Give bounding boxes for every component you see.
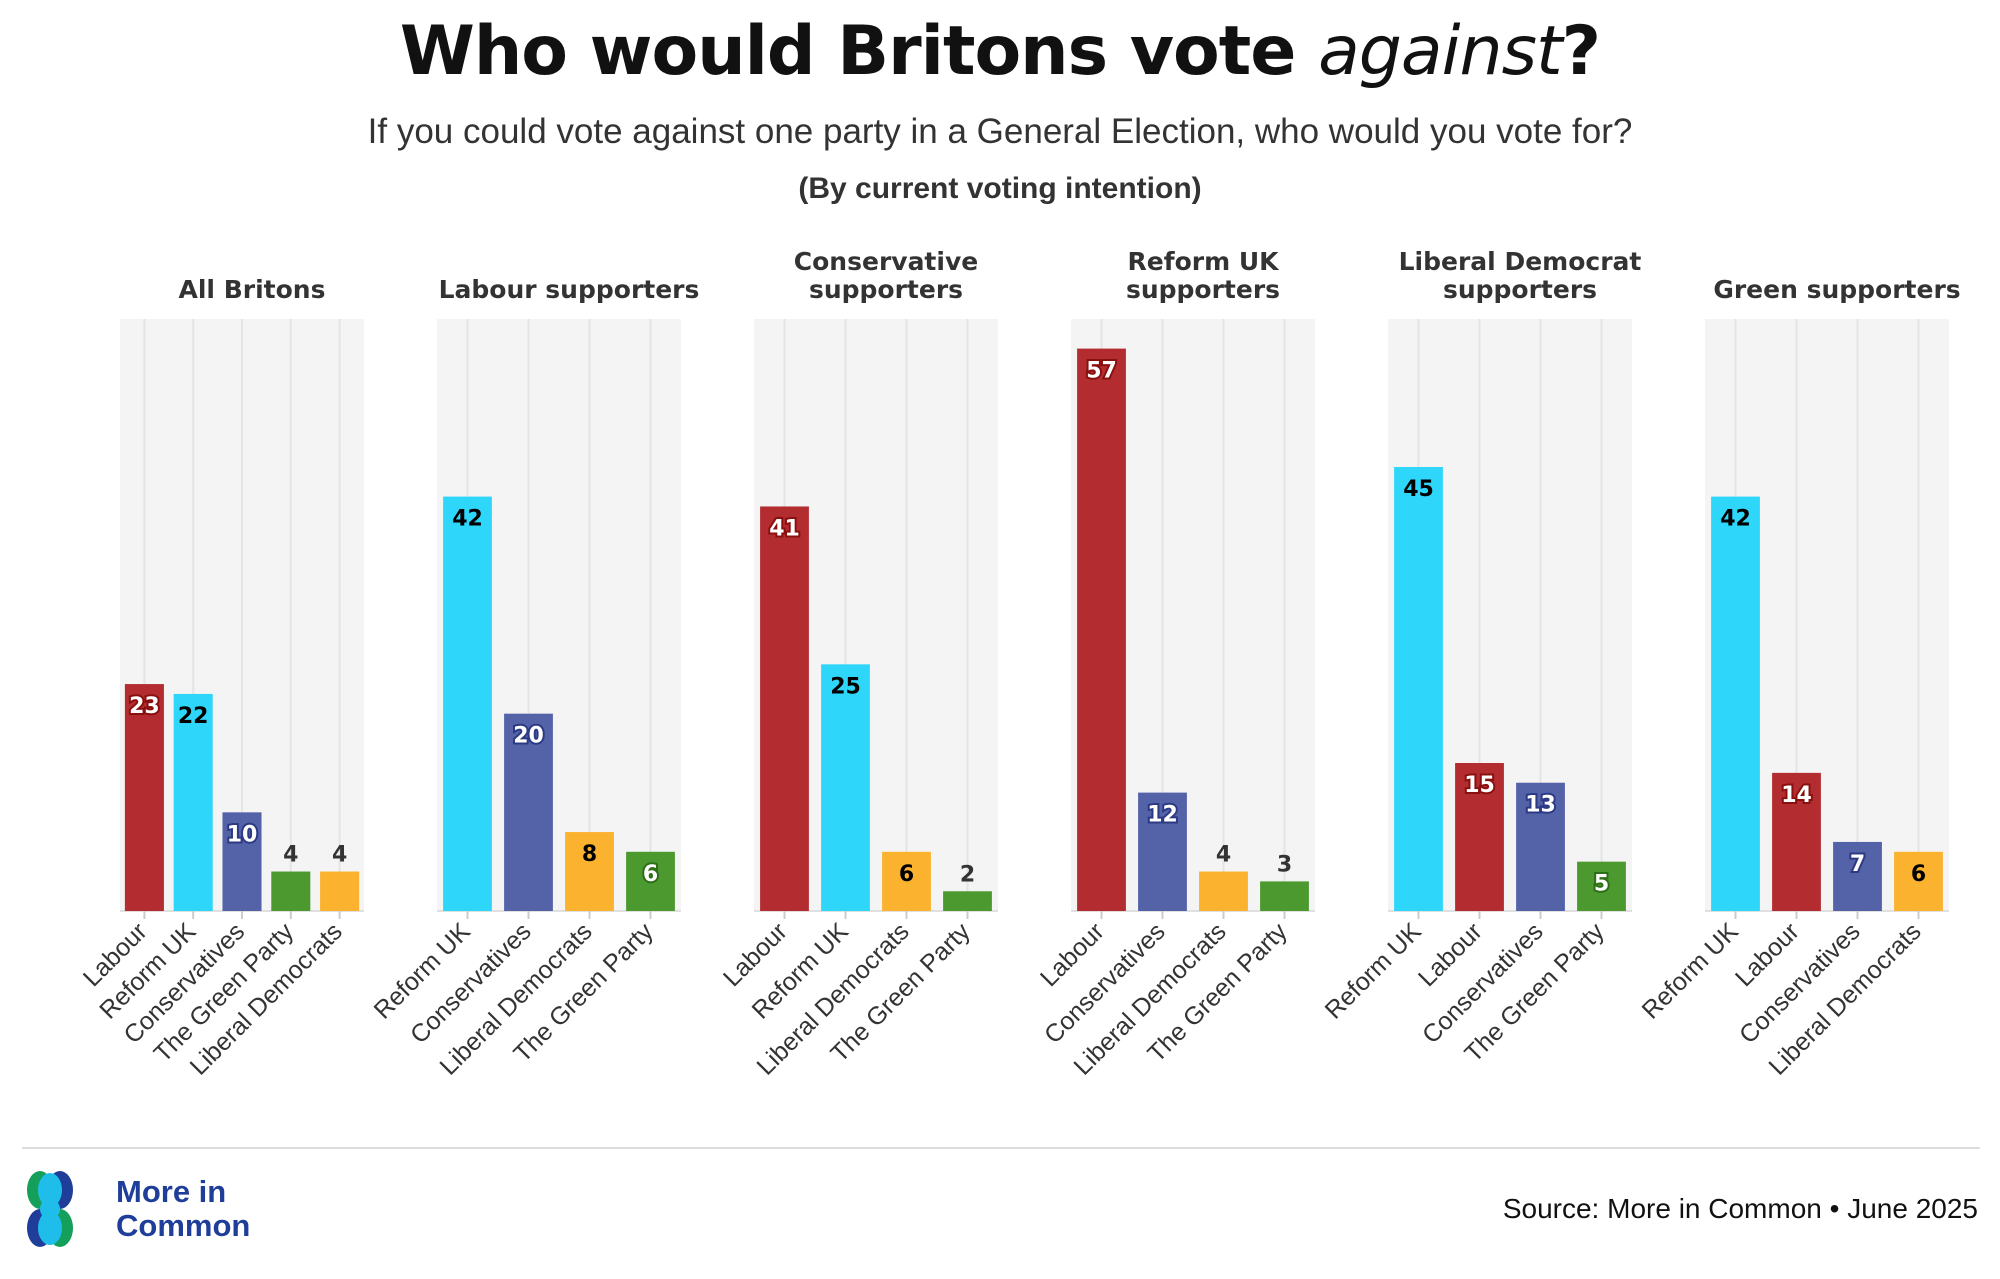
data-label: 15 (1464, 773, 1495, 798)
panel-title: Labour supporters (439, 275, 700, 304)
bar (565, 832, 614, 911)
data-label: 10 (227, 822, 258, 847)
bar (1199, 871, 1248, 911)
data-label: 5 (1594, 872, 1609, 897)
bar (1138, 792, 1187, 911)
bar (504, 713, 553, 911)
bar (1894, 851, 1943, 911)
data-label: 45 (1403, 477, 1434, 502)
bar (271, 871, 311, 911)
data-label: 6 (1911, 862, 1926, 887)
bar (320, 871, 360, 911)
data-label: 22 (178, 704, 209, 729)
bar (882, 851, 931, 911)
panel-title: Reform UK (1127, 247, 1280, 276)
data-label: 6 (899, 862, 914, 887)
panel-title: supporters (1126, 275, 1280, 304)
data-label: 6 (643, 862, 658, 887)
data-label: 41 (769, 516, 800, 541)
data-label: 23 (129, 694, 160, 719)
panel-title: All Britons (179, 275, 326, 304)
data-label: 4 (283, 843, 298, 868)
data-label: 4 (332, 843, 347, 868)
bar (1577, 861, 1626, 911)
bar (222, 812, 262, 911)
panel-title: Conservative (794, 247, 978, 276)
bar (1077, 348, 1126, 912)
panel-title: supporters (1443, 275, 1597, 304)
chart-panel: Reform UKsupporters57Labour12Conservativ… (1035, 247, 1315, 1081)
bar (821, 664, 870, 911)
tick-label: Reform UK (1637, 917, 1744, 1024)
logo-line-2: Common (116, 1208, 251, 1243)
chart-note: (By current voting intention) (798, 172, 1202, 205)
data-label: 7 (1850, 852, 1865, 877)
bar (1711, 496, 1760, 911)
data-label: 42 (452, 507, 483, 532)
source-note: Source: More in Common • June 2025 (1502, 1193, 1978, 1224)
title-text: Who would Britons vote (399, 12, 1319, 91)
bar (124, 684, 164, 911)
bar (1455, 763, 1504, 911)
logo-mark-icon (27, 1171, 73, 1247)
bar (173, 693, 213, 911)
panel-title: Green supporters (1713, 275, 1960, 304)
tick-label: Reform UK (1320, 917, 1427, 1024)
data-label: 2 (960, 862, 975, 887)
data-label: 20 (513, 724, 544, 749)
panel-title: Liberal Democrat (1399, 247, 1642, 276)
data-label: 13 (1525, 793, 1556, 818)
bar (1772, 772, 1821, 911)
logo: More in Common (20, 1170, 266, 1248)
title-emphasis: against (1318, 12, 1563, 91)
data-label: 8 (582, 842, 597, 867)
chart-title: Who would Britons vote against? (0, 12, 2000, 91)
data-label: 12 (1147, 803, 1178, 828)
bar (943, 891, 992, 911)
data-label: 42 (1720, 507, 1751, 532)
title-end: ? (1561, 12, 1601, 91)
data-label: 57 (1086, 359, 1117, 384)
panel-title: supporters (809, 275, 963, 304)
data-label: 3 (1277, 852, 1292, 877)
bar (443, 496, 492, 911)
bar (626, 851, 675, 911)
bar (1260, 881, 1309, 911)
bar (1394, 467, 1443, 911)
data-label: 14 (1781, 783, 1812, 808)
bar (1833, 841, 1882, 911)
data-label: 25 (830, 674, 861, 699)
data-label: 4 (1216, 843, 1231, 868)
bar (760, 506, 809, 911)
logo-line-1: More in (116, 1174, 227, 1209)
footer-divider (22, 1147, 1980, 1149)
chart-subtitle: If you could vote against one party in a… (367, 112, 1633, 151)
logo-text: More in Common (116, 1175, 266, 1243)
bar (1516, 782, 1565, 911)
